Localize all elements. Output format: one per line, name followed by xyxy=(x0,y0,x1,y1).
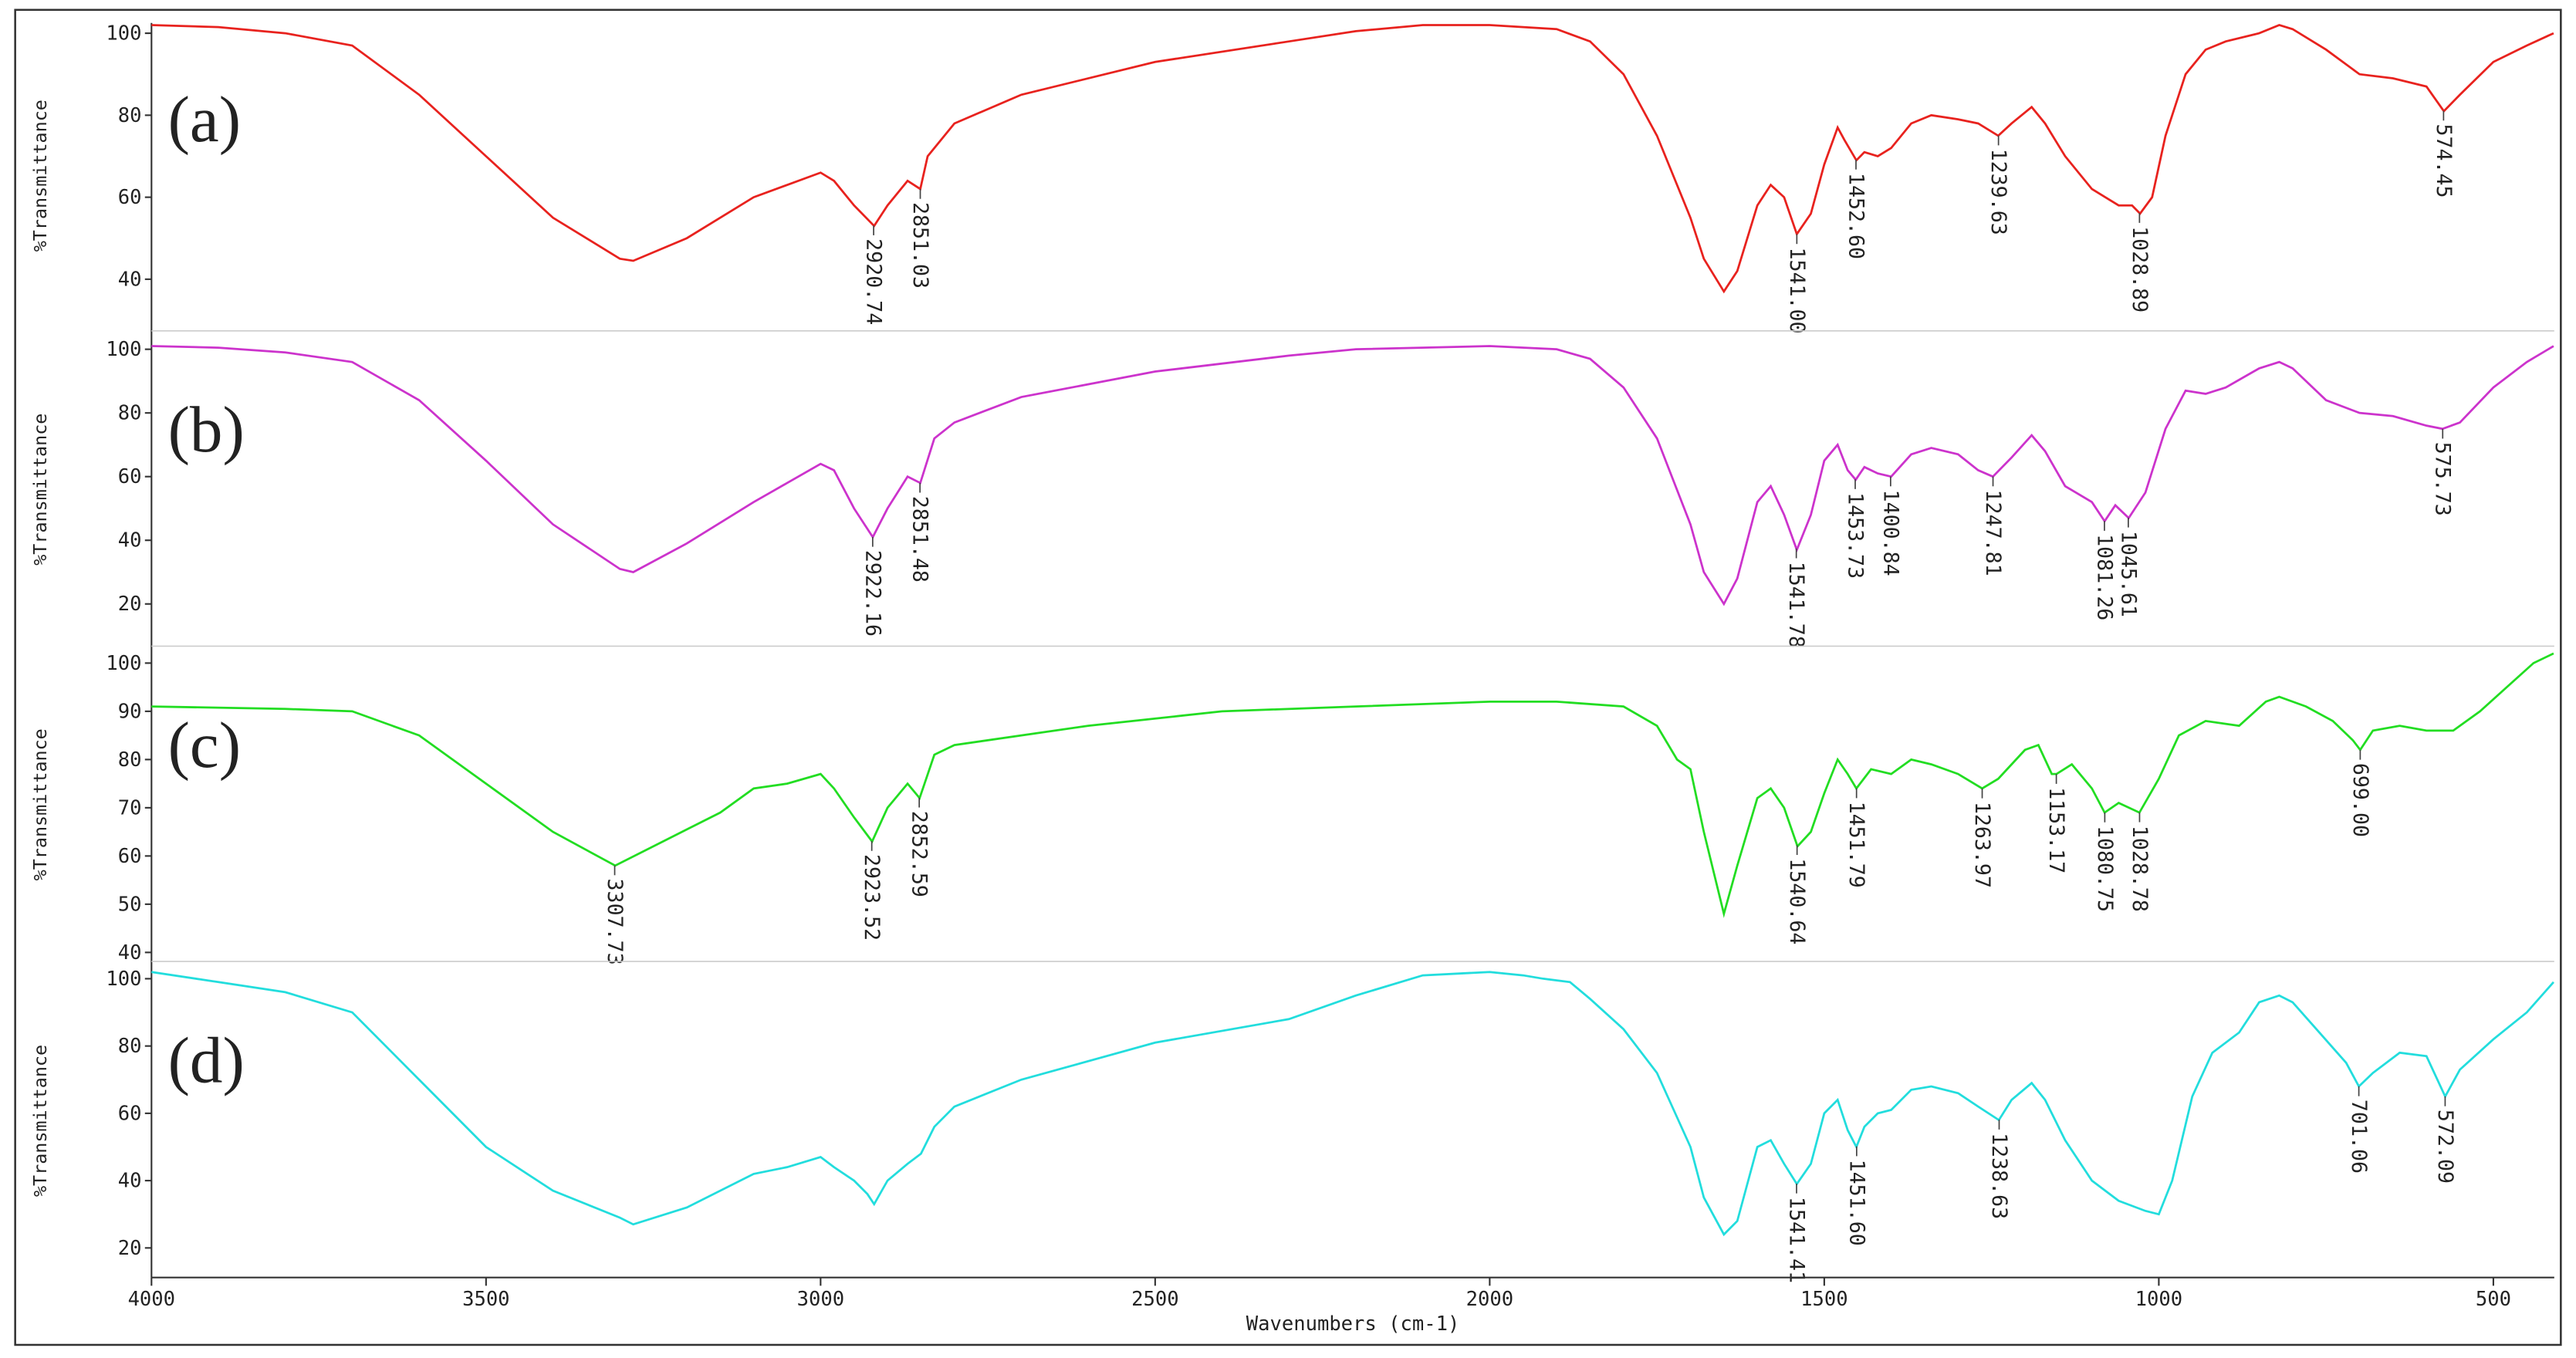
y-tick-label: 100 xyxy=(106,338,141,361)
y-tick-label: 60 xyxy=(118,465,142,488)
x-tick-label: 500 xyxy=(2476,1288,2511,1311)
x-tick-label: 2000 xyxy=(1466,1288,1513,1311)
x-axis-label: Wavenumbers (cm-1) xyxy=(1246,1312,1460,1336)
peak-label: 1238.63 xyxy=(1987,1133,2011,1219)
peak-label: 1263.97 xyxy=(1970,802,1994,888)
x-tick-label: 2500 xyxy=(1131,1288,1178,1311)
x-tick-label: 1500 xyxy=(1800,1288,1847,1311)
y-tick-label: 80 xyxy=(118,104,142,127)
frame xyxy=(14,8,2562,1346)
peak-label: 1541.78 xyxy=(1784,562,1808,648)
peak-label: 701.06 xyxy=(2347,1100,2371,1174)
peak-label: 1080.75 xyxy=(2093,826,2117,912)
y-tick-label: 60 xyxy=(118,186,142,209)
y-tick-label: 80 xyxy=(118,1035,142,1058)
peak-label: 2923.52 xyxy=(860,854,884,941)
y-tick-label: 40 xyxy=(118,529,142,552)
y-tick-label: 20 xyxy=(118,593,142,616)
spectrum-line xyxy=(151,652,2554,918)
y-tick-label: 40 xyxy=(118,941,142,964)
peak-label: 574.45 xyxy=(2432,124,2456,198)
peak-label: 1452.60 xyxy=(1844,173,1868,259)
peak-label: 2852.59 xyxy=(908,811,931,897)
peak-label: 1153.17 xyxy=(2044,787,2068,873)
x-tick-label: 3500 xyxy=(462,1288,509,1311)
peak-label: 2922.16 xyxy=(860,550,884,637)
y-axis-label: %Transmittance xyxy=(29,728,51,880)
y-tick-label: 60 xyxy=(118,1102,142,1125)
peak-label: 575.73 xyxy=(2431,442,2455,516)
x-tick-label: 3000 xyxy=(797,1288,844,1311)
peak-label: 1400.84 xyxy=(1878,490,1902,576)
y-tick-label: 100 xyxy=(106,652,141,675)
y-tick-label: 50 xyxy=(118,893,142,916)
y-tick-label: 90 xyxy=(118,700,142,723)
peak-label: 1541.41 xyxy=(1784,1197,1808,1283)
panel-label: (b) xyxy=(168,394,245,466)
peak-label: 2920.74 xyxy=(862,238,886,325)
y-axis-label: %Transmittance xyxy=(29,1045,51,1197)
peak-label: 1247.81 xyxy=(1981,490,2005,576)
peak-label: 1081.26 xyxy=(2092,534,2116,620)
peak-label: 1028.89 xyxy=(2128,226,2152,312)
y-tick-label: 70 xyxy=(118,796,142,819)
spectrum-line xyxy=(151,345,2554,606)
y-axis-label: %Transmittance xyxy=(29,414,51,566)
y-axis-label: %Transmittance xyxy=(29,100,51,252)
peak-label: 2851.48 xyxy=(908,496,932,583)
peak-label: 3307.73 xyxy=(603,879,627,965)
panel-label: (a) xyxy=(168,83,241,156)
peak-label: 699.00 xyxy=(2348,763,2372,837)
panel-label: (d) xyxy=(168,1024,245,1096)
y-tick-label: 60 xyxy=(118,845,142,868)
peak-label: 1028.78 xyxy=(2128,826,2152,912)
peak-label: 1451.79 xyxy=(1844,802,1868,888)
y-tick-label: 80 xyxy=(118,748,142,772)
x-tick-label: 1000 xyxy=(2135,1288,2182,1311)
y-tick-label: 80 xyxy=(118,402,142,425)
peak-label: 1045.61 xyxy=(2116,531,2140,617)
peak-label: 1451.60 xyxy=(1844,1160,1868,1246)
panel-label: (c) xyxy=(168,709,241,782)
peak-label: 1239.63 xyxy=(1986,149,2010,235)
spectrum-line xyxy=(151,23,2554,294)
peak-label: 1540.64 xyxy=(1785,858,1809,944)
spectrum-line xyxy=(151,971,2554,1237)
peak-label: 1453.73 xyxy=(1843,492,1867,579)
y-tick-label: 100 xyxy=(106,22,141,46)
peak-label: 1541.00 xyxy=(1785,247,1809,333)
x-tick-label: 4000 xyxy=(128,1288,175,1311)
y-tick-label: 20 xyxy=(118,1237,142,1260)
y-tick-label: 40 xyxy=(118,268,142,291)
peak-label: 2851.03 xyxy=(908,202,932,289)
y-tick-label: 100 xyxy=(106,968,141,991)
peak-label: 572.09 xyxy=(2433,1110,2457,1184)
y-tick-label: 40 xyxy=(118,1170,142,1193)
